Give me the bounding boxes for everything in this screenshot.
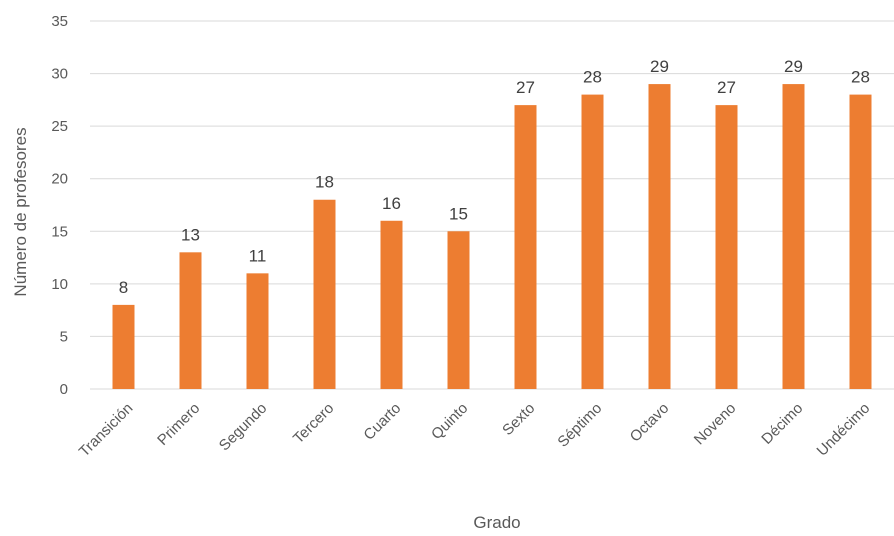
- y-tick-label: 35: [51, 13, 68, 30]
- y-tick-label: 10: [51, 276, 68, 293]
- x-tick-label: Sexto: [499, 400, 538, 439]
- y-tick-label: 0: [60, 381, 68, 398]
- y-tick-label: 30: [51, 66, 68, 83]
- x-tick-label: Cuarto: [360, 400, 404, 444]
- x-tick-label: Séptimo: [554, 400, 605, 451]
- data-label: 27: [516, 78, 535, 97]
- y-tick-label: 15: [51, 223, 68, 240]
- bar: [447, 231, 470, 389]
- data-label: 27: [717, 78, 736, 97]
- y-tick-label: 20: [51, 171, 68, 188]
- bar: [246, 273, 269, 389]
- data-label: 8: [119, 278, 128, 297]
- x-tick-label: Décimo: [758, 400, 806, 448]
- y-tick-label: 5: [60, 328, 68, 345]
- data-label: 16: [382, 194, 401, 213]
- bar: [782, 84, 805, 389]
- data-label: 11: [249, 246, 267, 265]
- x-tick-label: Transición: [76, 400, 137, 461]
- x-tick-label: Octavo: [627, 400, 673, 446]
- x-tick-label: Noveno: [691, 400, 740, 449]
- data-label: 18: [315, 173, 334, 192]
- y-axis-title: Número de profesores: [11, 127, 30, 296]
- data-label: 29: [784, 57, 803, 76]
- bar: [313, 199, 336, 389]
- bar: [715, 105, 738, 389]
- bar: [380, 220, 403, 389]
- data-label: 13: [181, 225, 200, 244]
- data-label: 15: [449, 204, 468, 223]
- bar: [581, 94, 604, 389]
- x-tick-label: Segundo: [216, 400, 270, 454]
- data-label: 29: [650, 57, 669, 76]
- bar: [849, 94, 872, 389]
- x-tick-label: Undécimo: [814, 400, 874, 460]
- data-label: 28: [851, 68, 870, 87]
- x-axis-title: Grado: [473, 513, 520, 532]
- bar: [179, 252, 202, 389]
- x-axis-ticks: Transición Primero Segundo Tercero Cuarto Qui…: [76, 400, 874, 461]
- bar: [648, 84, 671, 389]
- y-tick-label: 25: [51, 118, 68, 135]
- bars: [112, 84, 872, 389]
- bar: [112, 304, 135, 389]
- y-axis-ticks: 0 5 10 15 20 25 30 35: [51, 13, 68, 398]
- x-tick-label: Tercero: [290, 400, 337, 447]
- bar: [514, 105, 537, 389]
- data-labels: 8 13 11 18 16 15 27 28 29 27 29 28: [119, 57, 870, 297]
- x-tick-label: Primero: [154, 400, 203, 449]
- x-tick-label: Quinto: [428, 400, 471, 443]
- gridlines: [90, 20, 894, 390]
- data-label: 28: [583, 68, 602, 87]
